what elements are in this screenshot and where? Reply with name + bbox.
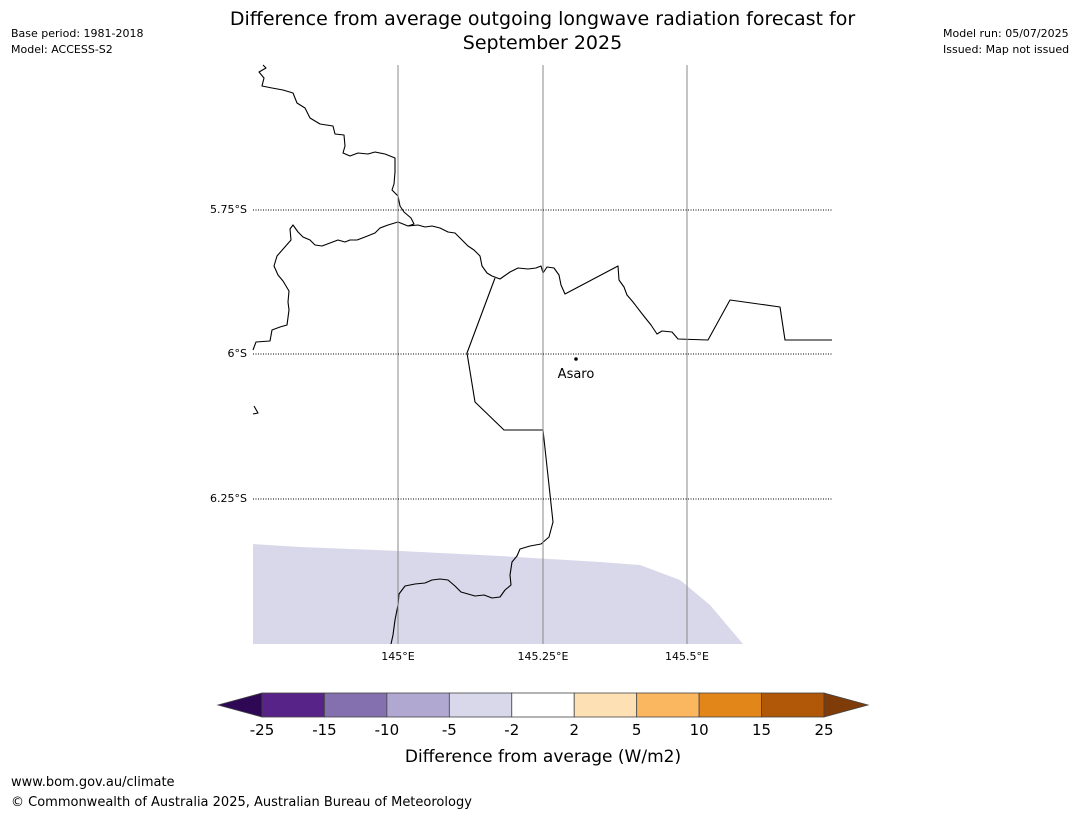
base-period-text: Base period: 1981-2018 [11,27,144,40]
colorbar-segment [324,692,388,718]
issued-text: Issued: Map not issued [943,43,1070,56]
coastline-south [252,405,259,415]
title-line-2: September 2025 [462,32,623,54]
colorbar-low-extension [216,692,263,718]
model-text: Model: ACCESS-S2 [11,43,113,56]
colorbar-tick-label: 10 [690,721,709,739]
colorbar-tick-label: -2 [504,721,519,739]
page-title: Difference from average outgoing longwav… [0,7,1085,55]
colorbar-segment [386,692,450,718]
colorbar-tick-label: -25 [250,721,275,739]
colorbar-segment [761,692,825,718]
colorbar-segment [448,692,513,718]
colorbar-segment [573,692,638,718]
colorbar-segment [636,692,700,718]
colorbar: -25 -15 -10 -5 -2 2 5 10 15 25 Difference from av… [216,692,870,767]
lat-label-6-25: 6.25°S [210,492,247,505]
lat-label-5-75: 5.75°S [210,203,247,216]
colorbar-tick-label: -5 [442,721,457,739]
colorbar-label: Difference from average (W/m2) [405,747,681,767]
lon-label-145-5: 145.5°E [665,650,709,663]
colorbar-tick-label: 25 [814,721,833,739]
lon-label-145: 145°E [381,650,414,663]
place-marker-dot [574,357,578,361]
colorbar-tick-label: 2 [569,721,579,739]
coastline-north [252,64,415,351]
province-boundary-south [390,277,554,645]
lat-label-6: 6°S [228,347,247,360]
colorbar-tick-label: 5 [632,721,642,739]
colorbar-tick-label: 15 [752,721,771,739]
colorbar-high-extension [823,692,870,718]
colorbar-tick-label: -15 [312,721,337,739]
anomaly-shaded-region [253,544,743,644]
model-run-text: Model run: 05/07/2025 [943,27,1069,40]
colorbar-segment [261,692,325,718]
place-label: Asaro [558,367,595,382]
footer-copyright: © Commonwealth of Australia 2025, Austra… [11,795,472,810]
colorbar-segment [511,692,575,718]
footer-url: www.bom.gov.au/climate [11,775,175,790]
colorbar-segment [698,692,762,718]
title-line-1: Difference from average outgoing longwav… [229,8,856,30]
province-boundary-north [407,224,832,341]
lon-label-145-25: 145.25°E [518,650,569,663]
colorbar-tick-label: -10 [375,721,400,739]
